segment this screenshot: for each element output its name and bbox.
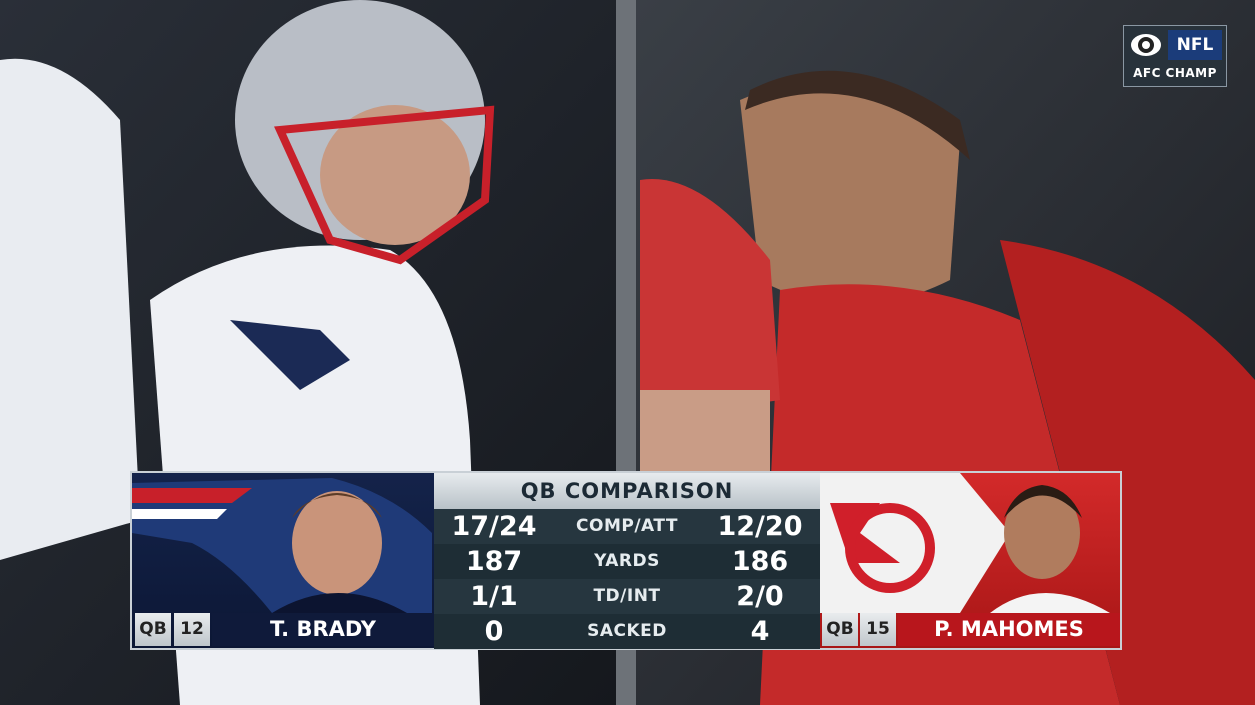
fan-face bbox=[740, 82, 960, 305]
left-stat: 0 bbox=[484, 616, 504, 647]
jersey-number: 15 bbox=[860, 613, 896, 646]
shoulder-logo bbox=[230, 320, 350, 390]
event-label: AFC CHAMP bbox=[1133, 66, 1217, 80]
jersey-number: 12 bbox=[174, 613, 210, 646]
stat-row: 17/24 COMP/ATT 12/20 bbox=[434, 509, 820, 544]
facemask bbox=[274, 105, 495, 265]
right-stat: 4 bbox=[750, 616, 770, 647]
patriots-art bbox=[132, 478, 432, 613]
teammate-jersey bbox=[0, 58, 140, 560]
left-stat: 187 bbox=[465, 546, 523, 577]
stat-label: COMP/ATT bbox=[576, 516, 678, 536]
red-coat bbox=[1000, 240, 1255, 705]
player-name: T. BRADY bbox=[212, 613, 434, 646]
stats-panel: QB COMPARISON 17/24 COMP/ATT 12/20 187 YARDS… bbox=[434, 473, 820, 649]
red-beanie bbox=[640, 179, 780, 420]
stat-row: 1/1 TD/INT 2/0 bbox=[434, 579, 820, 614]
network-logo: NFL bbox=[1168, 30, 1222, 60]
right-stat: 186 bbox=[731, 546, 789, 577]
player-name: P. MAHOMES bbox=[898, 613, 1120, 646]
stat-row: 0 SACKED 4 bbox=[434, 614, 820, 649]
stat-label: YARDS bbox=[594, 551, 660, 571]
left-player-panel: QB 12 T. BRADY bbox=[132, 473, 434, 648]
stat-label: TD/INT bbox=[593, 586, 661, 606]
right-stat: 2/0 bbox=[736, 581, 784, 612]
fan-hair bbox=[745, 70, 970, 160]
position-tag: QB bbox=[822, 613, 858, 646]
network-bug: NFL AFC CHAMP bbox=[1123, 25, 1227, 87]
graphic-title: QB COMPARISON bbox=[434, 473, 820, 509]
position-tag: QB bbox=[135, 613, 171, 646]
left-stat: 1/1 bbox=[470, 581, 518, 612]
chiefs-art bbox=[820, 473, 1110, 613]
left-stat: 17/24 bbox=[451, 511, 537, 542]
right-player-panel: QB 15 P. MAHOMES bbox=[820, 473, 1120, 648]
fan-face-2 bbox=[640, 390, 770, 480]
right-stat: 12/20 bbox=[717, 511, 803, 542]
cbs-eye bbox=[1131, 34, 1161, 56]
stat-row: 187 YARDS 186 bbox=[434, 544, 820, 579]
qb-comparison-graphic: QB 12 T. BRADY QB COMPARISON 17/24 COMP/A… bbox=[130, 471, 1122, 650]
stat-label: SACKED bbox=[587, 621, 667, 641]
player-face bbox=[320, 105, 470, 245]
